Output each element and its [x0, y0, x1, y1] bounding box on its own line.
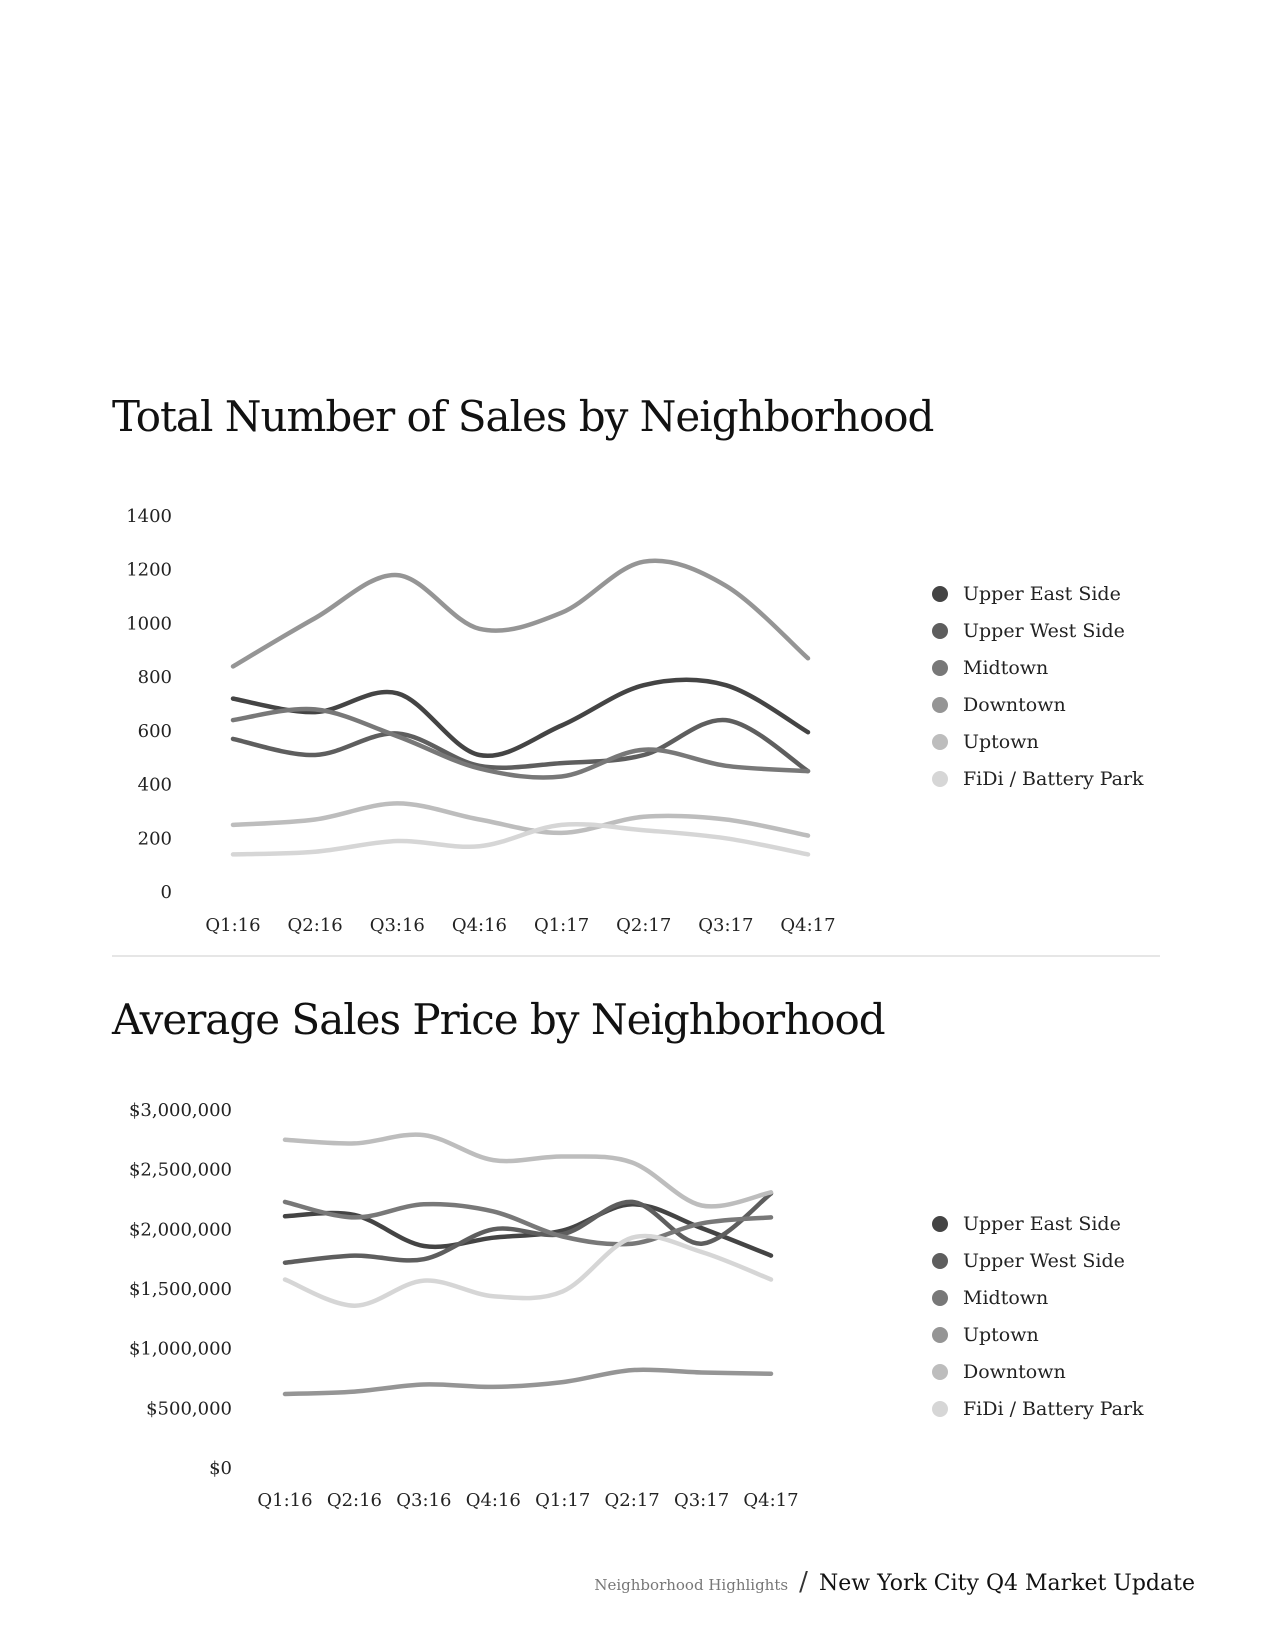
- total-sales-line-chart: 0 200 400 600 800 1000 1200 1400 Q1:16 Q2:16 Q3:16…: [126, 506, 835, 936]
- x-tick-label: Q2:16: [327, 1490, 382, 1511]
- footer-separator: /: [799, 1567, 808, 1597]
- legend-item-midtown: Midtown: [932, 1279, 1144, 1316]
- y-tick-label: $2,500,000: [129, 1160, 232, 1181]
- legend-label: Uptown: [963, 1323, 1039, 1346]
- legend-swatch: [932, 696, 948, 713]
- legend-label: Midtown: [963, 1286, 1049, 1309]
- legend-swatch: [932, 733, 948, 750]
- y-tick-label: 800: [138, 667, 172, 688]
- series-line-upper-west-side: [282, 1191, 774, 1265]
- legend-swatch: [932, 585, 948, 602]
- series-line-fidi-battery-park: [230, 821, 811, 857]
- legend-item-uptown: Uptown: [932, 1316, 1144, 1353]
- x-tick-label: Q2:17: [605, 1490, 660, 1511]
- series-line-midtown: [282, 1199, 774, 1247]
- legend-label: Upper West Side: [963, 1249, 1125, 1272]
- legend-item-downtown: Downtown: [932, 686, 1144, 723]
- x-tick-label: Q4:17: [780, 915, 835, 936]
- y-tick-label: 600: [138, 721, 172, 742]
- footer-section-label: Neighborhood Highlights: [594, 1576, 789, 1594]
- y-tick-label: 1400: [126, 506, 172, 527]
- legend-label: Upper West Side: [963, 619, 1125, 642]
- series-line-downtown: [230, 558, 811, 669]
- series-line-midtown: [230, 706, 811, 780]
- x-tick-label: Q2:17: [616, 915, 671, 936]
- x-tick-label: Q3:17: [674, 1490, 729, 1511]
- footer-publication-title: New York City Q4 Market Update: [819, 1571, 1195, 1596]
- x-tick-label: Q4:16: [466, 1490, 521, 1511]
- series-line-downtown: [282, 1132, 774, 1209]
- legend-item-fidi-battery-park: FiDi / Battery Park: [932, 1390, 1144, 1427]
- legend-swatch: [932, 1252, 948, 1269]
- legend-swatch: [932, 1215, 948, 1232]
- y-tick-label: 1200: [126, 560, 172, 581]
- average-price-line-chart: $0 $500,000 $1,000,000 $1,500,000 $2,000,000…: [129, 1100, 799, 1511]
- legend-swatch: [932, 770, 948, 787]
- average-price-legend: Upper East Side Upper West Side Midtown Upt…: [932, 1205, 1144, 1427]
- y-tick-label: $2,000,000: [129, 1219, 232, 1240]
- legend-item-fidi-battery-park: FiDi / Battery Park: [932, 760, 1144, 797]
- x-tick-label: Q1:17: [534, 915, 589, 936]
- legend-item-downtown: Downtown: [932, 1353, 1144, 1390]
- series-line-upper-west-side: [230, 717, 811, 774]
- legend-item-upper-west-side: Upper West Side: [932, 1242, 1144, 1279]
- legend-swatch: [932, 659, 948, 676]
- y-tick-label: 0: [161, 882, 172, 903]
- x-tick-label: Q1:16: [205, 915, 260, 936]
- section-divider: [112, 955, 1160, 957]
- y-tick-label: 200: [138, 828, 172, 849]
- legend-label: Upper East Side: [963, 1212, 1121, 1235]
- legend-swatch: [932, 1400, 948, 1417]
- legend-label: Downtown: [963, 1360, 1066, 1383]
- legend-label: FiDi / Battery Park: [963, 767, 1144, 790]
- x-tick-label: Q1:16: [257, 1490, 312, 1511]
- legend-item-upper-west-side: Upper West Side: [932, 612, 1144, 649]
- legend-item-midtown: Midtown: [932, 649, 1144, 686]
- series-line-uptown: [282, 1367, 774, 1397]
- legend-label: Upper East Side: [963, 582, 1121, 605]
- y-tick-label: $500,000: [146, 1398, 232, 1419]
- y-tick-label: $1,500,000: [129, 1279, 232, 1300]
- x-tick-label: Q3:17: [698, 915, 753, 936]
- series-line-uptown: [230, 801, 811, 838]
- legend-label: Uptown: [963, 730, 1039, 753]
- legend-swatch: [932, 1326, 948, 1343]
- legend-label: FiDi / Battery Park: [963, 1397, 1144, 1420]
- legend-label: Midtown: [963, 656, 1049, 679]
- legend-swatch: [932, 1363, 948, 1380]
- y-tick-label: $1,000,000: [129, 1339, 232, 1360]
- chart-title-average-price: Average Sales Price by Neighborhood: [112, 995, 886, 1044]
- x-tick-label: Q3:16: [370, 915, 425, 936]
- x-tick-label: Q2:16: [288, 915, 343, 936]
- legend-item-upper-east-side: Upper East Side: [932, 1205, 1144, 1242]
- total-sales-legend: Upper East Side Upper West Side Midtown Dow…: [932, 575, 1144, 797]
- x-tick-label: Q4:16: [452, 915, 507, 936]
- x-tick-label: Q1:17: [535, 1490, 590, 1511]
- legend-swatch: [932, 1289, 948, 1306]
- page-footer: Neighborhood Highlights / New York City …: [594, 1567, 1195, 1597]
- x-tick-label: Q3:16: [396, 1490, 451, 1511]
- series-line-fidi-battery-park: [282, 1233, 774, 1308]
- chart-title-total-sales: Total Number of Sales by Neighborhood: [112, 392, 934, 441]
- y-tick-label: $0: [209, 1458, 232, 1479]
- legend-item-uptown: Uptown: [932, 723, 1144, 760]
- y-tick-label: 1000: [126, 613, 172, 634]
- legend-item-upper-east-side: Upper East Side: [932, 575, 1144, 612]
- y-tick-label: 400: [138, 775, 172, 796]
- legend-swatch: [932, 622, 948, 639]
- legend-label: Downtown: [963, 693, 1066, 716]
- y-tick-label: $3,000,000: [129, 1100, 232, 1121]
- x-tick-label: Q4:17: [743, 1490, 798, 1511]
